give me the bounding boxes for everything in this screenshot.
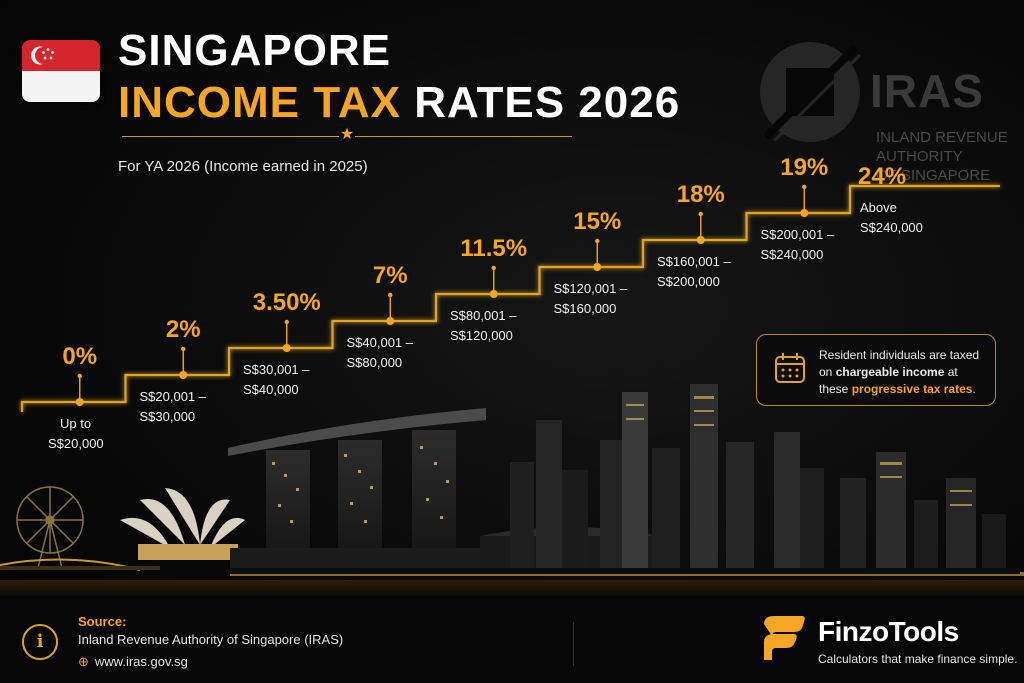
skyscrapers bbox=[510, 384, 1006, 572]
footer bbox=[0, 596, 1024, 683]
brand-name: FinzoTools bbox=[818, 616, 959, 647]
globe-icon: ⊕ bbox=[78, 654, 89, 669]
chart-category-label: S$30,000 bbox=[140, 409, 196, 424]
chart-value-label: 18% bbox=[677, 181, 725, 208]
info-icon: i bbox=[22, 624, 58, 660]
title-line-2: INCOME TAX RATES 2026 bbox=[118, 78, 680, 128]
artscience-museum bbox=[120, 488, 245, 560]
chart-category-label: Above bbox=[860, 200, 897, 215]
chart-category-label: S$120,000 bbox=[450, 328, 513, 343]
chart-category-label: Up to bbox=[60, 416, 91, 431]
chart-point bbox=[800, 209, 809, 217]
iras-subtitle: INLAND REVENUE AUTHORITY OF SINGAPORE bbox=[876, 128, 1008, 185]
chart-marks: 0% Up to S$20,000 2% S$20,001 – S$30,000 3.50%… bbox=[48, 154, 923, 451]
chart-connector-cap bbox=[698, 211, 703, 217]
title-rest: RATES 2026 bbox=[414, 78, 681, 127]
chart-value-label: 24% bbox=[858, 163, 906, 190]
chart-category-label: S$20,001 – bbox=[140, 389, 207, 404]
chart-category-label: S$200,000 bbox=[657, 274, 720, 289]
chart-connector-cap bbox=[77, 373, 82, 379]
staircase-line bbox=[20, 184, 1000, 412]
iras-subtitle-line: AUTHORITY bbox=[876, 148, 963, 165]
chart-category-label: S$20,000 bbox=[48, 436, 104, 451]
chart-connector-cap bbox=[802, 184, 807, 190]
chart-category-label: S$240,000 bbox=[761, 247, 824, 262]
chart-value-label: 15% bbox=[573, 208, 621, 235]
chart-connector-cap bbox=[595, 238, 600, 244]
chart-point bbox=[696, 236, 705, 244]
finzotools-logo-icon bbox=[764, 616, 805, 660]
chart-point bbox=[282, 344, 291, 352]
iras-name: IRAS bbox=[870, 65, 984, 117]
city-skyline bbox=[0, 384, 1024, 600]
subtitle: For YA 2026 (Income earned in 2025) bbox=[118, 158, 368, 175]
chart-category-label: S$40,000 bbox=[243, 382, 299, 397]
chart-connector-cap bbox=[491, 265, 496, 271]
chart-point bbox=[179, 371, 188, 379]
source-url: ⊕ www.iras.gov.sg bbox=[78, 654, 188, 670]
iras-subtitle-line: INLAND REVENUE bbox=[876, 129, 1008, 146]
info-text-bold: chargeable income bbox=[835, 365, 945, 379]
chart-connector-cap bbox=[388, 292, 393, 298]
title-line-1: SINGAPORE bbox=[118, 26, 392, 75]
chart-point bbox=[593, 263, 602, 271]
chart-point bbox=[386, 317, 395, 325]
source-name: Inland Revenue Authority of Singapore (I… bbox=[78, 632, 344, 647]
source-label: Source: bbox=[78, 614, 127, 629]
chart-category-label: S$30,001 – bbox=[243, 362, 310, 377]
chart-value-label: 2% bbox=[166, 316, 201, 343]
info-text: Resident individuals are taxed on charge… bbox=[819, 347, 989, 398]
chart-value-label: 19% bbox=[780, 154, 828, 181]
chart-value-label: 3.50% bbox=[253, 289, 321, 316]
calendar-icon bbox=[775, 353, 805, 383]
chart-value-label: 7% bbox=[373, 262, 408, 289]
chart-category-label: S$240,000 bbox=[860, 220, 923, 235]
singapore-flag-icon bbox=[22, 40, 100, 102]
chart-connector-cap bbox=[181, 346, 186, 352]
chart-category-label: S$40,001 – bbox=[347, 335, 414, 350]
chart-category-label: S$160,001 – bbox=[657, 254, 732, 269]
chart-value-label: 0% bbox=[62, 343, 97, 370]
info-text-part: . bbox=[972, 382, 976, 396]
info-text-highlight: progressive tax rates bbox=[851, 382, 973, 396]
chart-category-label: S$120,001 – bbox=[554, 281, 629, 296]
info-text-part: Resident individuals are taxed on bbox=[819, 348, 980, 379]
marina-bay-sands bbox=[228, 408, 486, 570]
chart-category-label: S$160,000 bbox=[554, 301, 617, 316]
info-box: Resident individuals are taxed on charge… bbox=[756, 334, 996, 406]
chart-connector-cap bbox=[284, 319, 289, 325]
chart-category-label: S$200,001 – bbox=[761, 227, 836, 242]
chart-category-label: S$80,000 bbox=[347, 355, 403, 370]
chart-category-label: S$80,001 – bbox=[450, 308, 517, 323]
info-text-part: at these bbox=[819, 365, 958, 396]
ferris-wheel bbox=[16, 486, 84, 569]
chart-point bbox=[75, 398, 84, 406]
brand-tagline: Calculators that make finance simple. bbox=[818, 652, 1018, 666]
chart-point bbox=[489, 290, 498, 298]
source-url-text: www.iras.gov.sg bbox=[94, 654, 188, 669]
star-icon: ★ bbox=[339, 126, 355, 143]
iras-logo-icon bbox=[760, 42, 862, 143]
iras-subtitle-line: OF SINGAPORE bbox=[876, 167, 991, 184]
chart-value-label: 11.5% bbox=[460, 235, 527, 262]
footer-divider bbox=[573, 622, 574, 666]
title-accent: INCOME TAX bbox=[118, 78, 401, 127]
